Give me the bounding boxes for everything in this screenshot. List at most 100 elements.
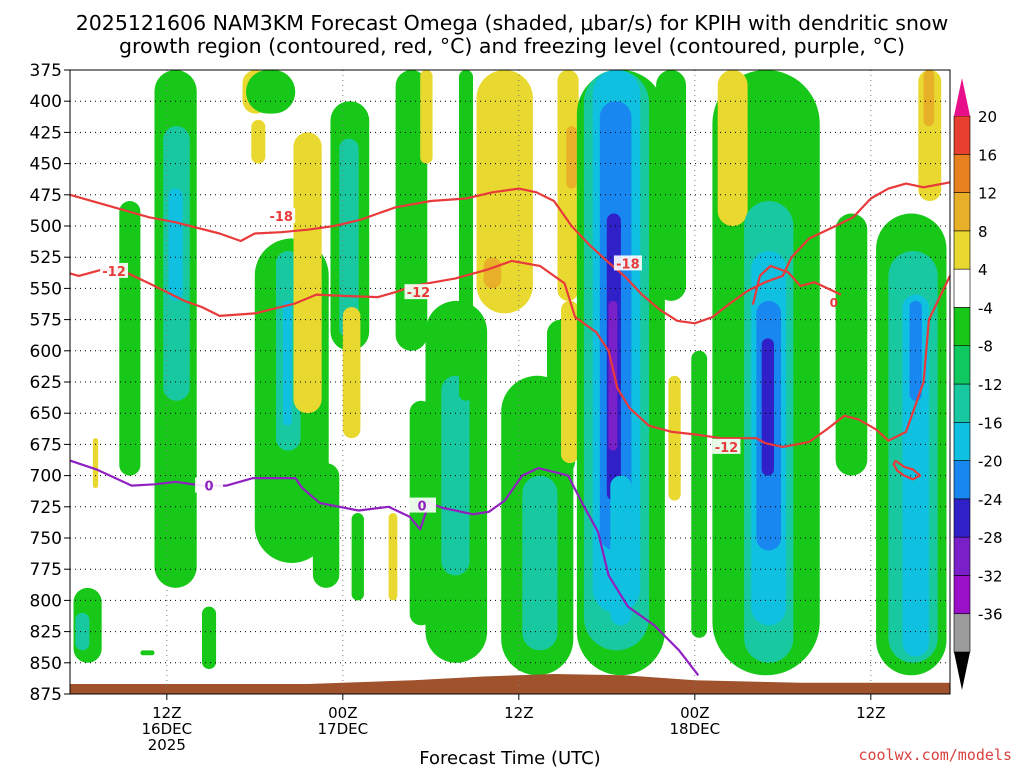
- y-tick-label: 650: [30, 404, 62, 424]
- colorbar-swatch: [953, 613, 971, 653]
- temperature-contours: -18 -18 -12 -12 -12 0 0 0: [69, 181, 951, 676]
- contour-label: -18: [269, 210, 293, 225]
- contour-label-bg: [195, 477, 224, 493]
- y-tick-label: 800: [30, 591, 62, 611]
- contour-line: [751, 264, 842, 305]
- omega-cell: [561, 300, 579, 464]
- contour-label: -12: [407, 286, 431, 301]
- omega-cell: [483, 257, 502, 289]
- x-tick-label: 18DEC: [670, 720, 721, 738]
- y-tick-label: 450: [30, 155, 62, 175]
- omega-cell: [140, 650, 155, 656]
- omega-cell: [342, 307, 361, 439]
- colorbar-label: -24: [978, 491, 1003, 509]
- colorbar-label: -32: [978, 567, 1003, 585]
- chart-title-line2: growth region (contoured, red, °C) and f…: [119, 34, 905, 58]
- omega-cell: [458, 70, 474, 401]
- colorbar-arrow-high: [954, 78, 970, 116]
- terrain-fill: [70, 674, 950, 694]
- colorbar-label: -28: [978, 529, 1003, 547]
- contour-label: 0: [417, 500, 426, 515]
- colorbar: 20 16 12 8 4 -4 -8 -12 -16 -20 -24 -28 -32 -36: [953, 78, 1003, 690]
- x-tick-label: 16DEC: [142, 720, 193, 738]
- contour-label: 0: [205, 480, 214, 495]
- plot-frame: [69, 69, 951, 695]
- omega-cell: [251, 119, 266, 164]
- omega-cell: [835, 213, 868, 476]
- colorbar-swatch: [953, 421, 971, 461]
- contour-label-bg: [613, 255, 642, 271]
- contour-label-bg: [267, 208, 296, 224]
- colorbar-swatch: [953, 115, 971, 155]
- omega-cell: [395, 70, 428, 351]
- contour-label-bg: [712, 438, 741, 454]
- colorbar-swatch: [953, 536, 971, 576]
- omega-cell: [293, 132, 322, 414]
- colorbar-swatch: [953, 268, 971, 308]
- y-tick-label: 600: [30, 342, 62, 362]
- colorbar-swatch: [953, 307, 971, 347]
- omega-cell: [246, 70, 296, 114]
- x-tick-label: 2025: [148, 736, 186, 754]
- colorbar-label: -8: [978, 338, 993, 356]
- x-tick-label: 12Z: [504, 704, 533, 722]
- contour-line: [69, 181, 951, 325]
- omega-cell: [420, 70, 433, 164]
- omega-cell: [339, 138, 359, 339]
- omega-cell: [92, 438, 99, 489]
- y-tick-label: 750: [30, 529, 62, 549]
- y-tick-label: 425: [30, 123, 62, 143]
- y-tick-label: 875: [30, 685, 62, 705]
- colorbar-swatch: [953, 230, 971, 270]
- omega-cell: [522, 475, 558, 651]
- y-tick-label: 400: [30, 92, 62, 112]
- omega-cell: [168, 188, 183, 301]
- y-tick-label: 575: [30, 311, 62, 331]
- omega-cell: [566, 126, 577, 189]
- colorbar-swatch: [953, 383, 971, 423]
- omega-cell: [312, 463, 340, 588]
- x-tick-label: 12Z: [856, 704, 885, 722]
- contour-label-bg: [100, 262, 128, 278]
- colorbar-swatch: [953, 192, 971, 232]
- omega-cell: [297, 300, 312, 351]
- y-tick-label: 700: [30, 467, 62, 487]
- colorbar-label: 12: [978, 185, 997, 203]
- contour-label: -12: [102, 265, 126, 280]
- omega-cell: [202, 606, 217, 670]
- y-axis-labels: 375 400 425 450 475 500 525 550 575 600 625 650 675 7…: [30, 61, 62, 705]
- colorbar-label: 16: [978, 146, 997, 164]
- contour-line: [892, 459, 922, 481]
- colorbar-label: -20: [978, 453, 1003, 471]
- colorbar-swatch: [953, 345, 971, 385]
- colorbar-label: 20: [978, 108, 997, 126]
- omega-cell: [608, 300, 618, 451]
- x-tick-label: 12Z: [152, 704, 181, 722]
- colorbar-label: -36: [978, 606, 1003, 624]
- y-tick-label: 475: [30, 186, 62, 206]
- x-tick-label: 00Z: [328, 704, 357, 722]
- omega-cell: [388, 513, 398, 601]
- x-tick-label: 00Z: [680, 704, 709, 722]
- y-tick-label: 725: [30, 498, 62, 518]
- colorbar-label: -12: [978, 376, 1003, 394]
- omega-cell: [656, 70, 686, 301]
- contour-label: -18: [616, 257, 640, 272]
- credit-text: coolwx.com/models: [858, 746, 1012, 764]
- contour-label: -12: [715, 441, 739, 456]
- omega-cell: [75, 612, 90, 651]
- contour-line: [69, 259, 951, 448]
- omega-cell: [610, 475, 632, 626]
- omega-cell: [761, 338, 774, 476]
- x-tick-label: 17DEC: [318, 720, 369, 738]
- terrain: [70, 674, 950, 694]
- y-tick-label: 550: [30, 279, 62, 299]
- colorbar-arrow-low: [954, 652, 970, 690]
- y-tick-label: 775: [30, 560, 62, 580]
- omega-cell: [691, 350, 708, 638]
- colorbar-label: 4: [978, 261, 988, 279]
- chart-title-line1: 2025121606 NAM3KM Forecast Omega (shaded…: [76, 11, 949, 35]
- y-tick-label: 500: [30, 217, 62, 237]
